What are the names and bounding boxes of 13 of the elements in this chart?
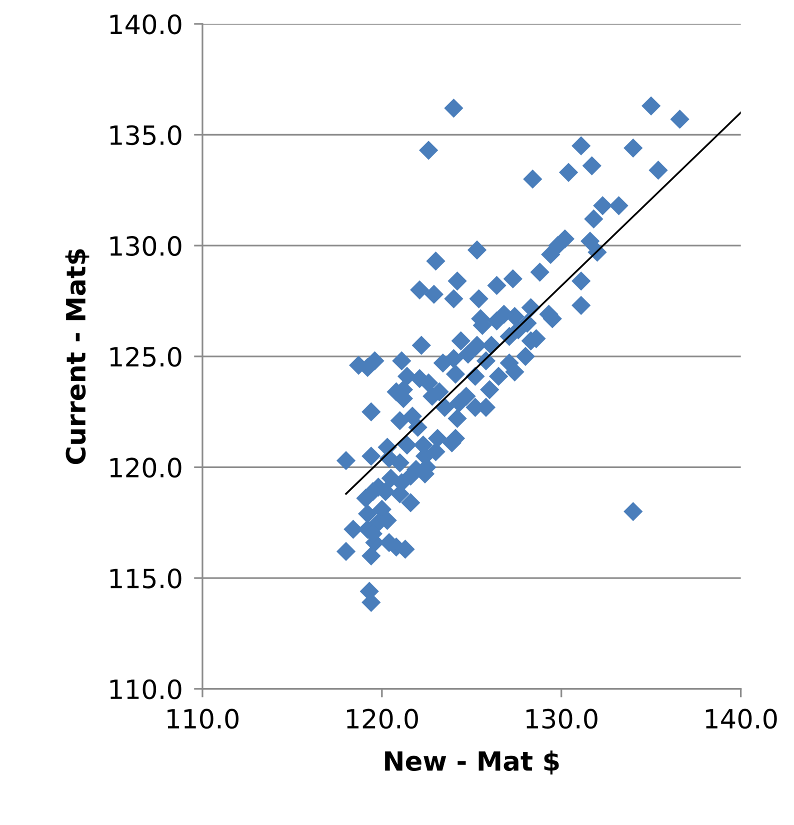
x-tick-label: 140.0 [706,708,777,729]
y-tick-label: 135.0 [110,125,182,146]
y-tick-label: 140.0 [110,14,182,34]
y-tick-label: 120.0 [110,458,182,478]
y-tick-label: 130.0 [110,236,182,256]
y-tick-label: 115.0 [110,568,182,588]
x-tick-label: 130.0 [526,708,598,729]
x-tick-label: 120.0 [347,708,418,729]
y-axis-title: Current - Mat$ [65,249,90,464]
y-tick-label: 110.0 [110,679,182,700]
x-axis-title: New - Mat $ [385,750,559,774]
x-tick-label: 110.0 [168,708,238,729]
y-tick-label: 125.0 [110,346,182,367]
